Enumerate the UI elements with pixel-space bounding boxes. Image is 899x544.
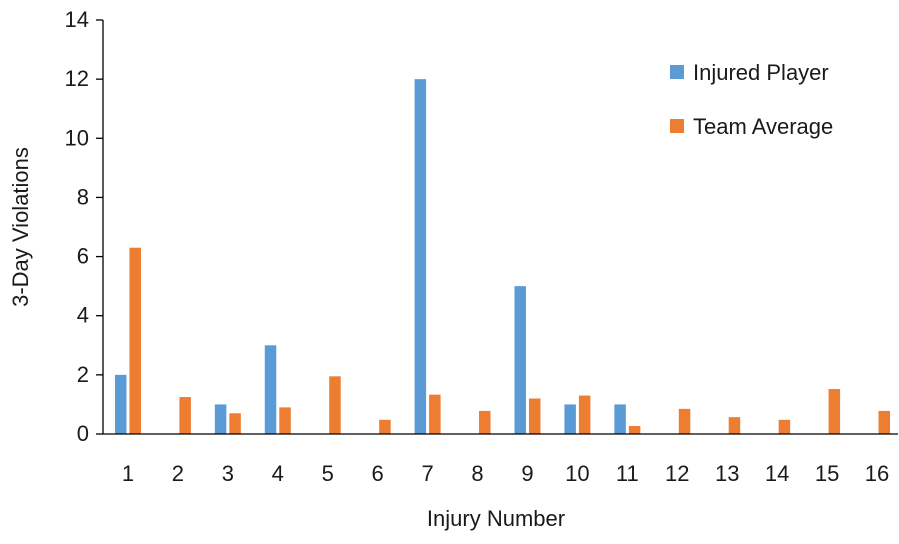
x-tick-label: 11: [616, 461, 639, 486]
x-tick-label: 14: [765, 461, 789, 486]
x-tick-label: 12: [665, 461, 689, 486]
x-tick-label: 13: [715, 461, 739, 486]
y-tick-label: 12: [65, 66, 89, 91]
x-tick-label: 10: [565, 461, 589, 486]
bar-injured-player-7: [414, 79, 427, 434]
y-tick-label: 2: [77, 362, 89, 387]
legend-swatch-team-average: [670, 119, 684, 133]
bar-team-average-4: [279, 407, 291, 434]
legend-swatch-injured-player: [670, 65, 684, 79]
bar-injured-player-9: [514, 286, 526, 434]
bar-team-average-2: [179, 397, 191, 434]
bar-team-average-16: [878, 410, 891, 434]
x-tick-label: 8: [471, 461, 483, 486]
bar-team-average-15: [828, 389, 841, 434]
bar-injured-player-11: [614, 404, 626, 434]
x-tick-label: 16: [865, 461, 889, 486]
legend-label-team-average: Team Average: [693, 114, 833, 139]
bar-team-average-10: [578, 395, 591, 434]
y-tick-label: 6: [77, 244, 89, 269]
y-tick-label: 0: [77, 421, 89, 446]
bar-team-average-7: [429, 394, 441, 434]
bar-team-average-8: [479, 410, 491, 434]
bar-team-average-13: [728, 417, 741, 434]
legend-label-injured-player: Injured Player: [693, 60, 829, 85]
bar-team-average-3: [229, 413, 241, 434]
bar-team-average-11: [628, 426, 641, 434]
legend: Injured Player Team Average: [670, 60, 833, 139]
bar-team-average-9: [528, 398, 541, 434]
bar-team-average-5: [329, 376, 341, 434]
y-tick-label: 14: [65, 7, 89, 32]
axes-group: [96, 19, 898, 435]
bar-team-average-1: [129, 247, 141, 434]
x-tick-label: 4: [272, 461, 284, 486]
x-tick-label: 1: [122, 461, 134, 486]
x-tick-label: 6: [372, 461, 384, 486]
bar-injured-player-1: [114, 374, 127, 434]
bar-team-average-14: [778, 419, 791, 434]
x-tick-label: 3: [222, 461, 234, 486]
x-axis-title: Injury Number: [427, 506, 565, 531]
y-tick-label: 10: [65, 125, 89, 150]
x-tick-label: 15: [815, 461, 839, 486]
x-tick-label: 7: [421, 461, 433, 486]
bar-injured-player-3: [214, 404, 227, 434]
x-tick-labels: 1 2 3 4 5 6 7 8 9 10 11 12 13 14 15 16: [122, 461, 889, 486]
x-tick-label: 9: [521, 461, 533, 486]
y-tick-labels: 0 2 4 6 8 10 12 14: [65, 7, 89, 446]
y-tick-label: 4: [77, 303, 89, 328]
bar-team-average-12: [678, 408, 691, 434]
y-tick-label: 8: [77, 184, 89, 209]
bars-group: [114, 79, 891, 434]
bar-team-average-6: [379, 419, 391, 434]
bar-injured-player-4: [264, 345, 277, 434]
y-axis-title: 3-Day Violations: [8, 147, 33, 307]
bar-injured-player-10: [564, 404, 576, 434]
x-tick-label: 5: [322, 461, 334, 486]
x-tick-label: 2: [172, 461, 184, 486]
